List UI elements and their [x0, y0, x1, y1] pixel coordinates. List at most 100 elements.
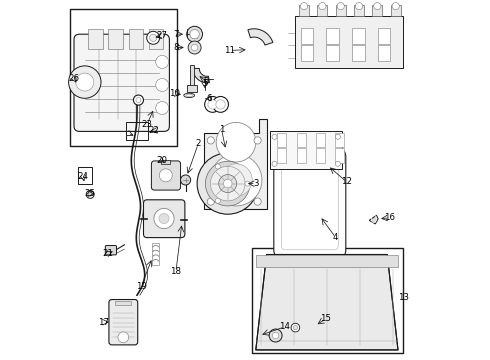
FancyBboxPatch shape	[274, 149, 346, 257]
Bar	[126, 122, 148, 140]
Circle shape	[272, 332, 279, 339]
Bar	[77, 167, 92, 184]
Circle shape	[210, 154, 262, 206]
FancyBboxPatch shape	[105, 246, 117, 255]
Polygon shape	[204, 119, 267, 209]
Circle shape	[272, 134, 277, 139]
Circle shape	[269, 329, 282, 342]
Circle shape	[216, 122, 256, 162]
Bar	[71, 9, 176, 146]
Circle shape	[335, 134, 341, 139]
Text: 25: 25	[84, 189, 95, 198]
Bar	[352, 45, 365, 61]
Circle shape	[213, 96, 228, 112]
Bar	[162, 160, 171, 164]
Bar	[391, 5, 401, 16]
Text: 12: 12	[341, 177, 352, 186]
Text: 17: 17	[98, 318, 109, 327]
Circle shape	[156, 55, 169, 68]
Text: 26: 26	[69, 74, 79, 83]
Text: 6: 6	[206, 94, 212, 103]
Text: 24: 24	[77, 172, 89, 181]
Text: 21: 21	[102, 249, 113, 258]
Circle shape	[392, 3, 399, 10]
Polygon shape	[369, 215, 378, 224]
Bar	[270, 131, 342, 169]
Bar	[377, 28, 390, 44]
Text: 13: 13	[398, 292, 409, 302]
Circle shape	[337, 3, 344, 10]
Text: 15: 15	[320, 314, 332, 323]
Text: 16: 16	[384, 213, 395, 222]
Bar	[318, 5, 327, 16]
Text: 14: 14	[279, 323, 290, 331]
Circle shape	[291, 323, 300, 332]
Circle shape	[156, 102, 169, 114]
Circle shape	[76, 73, 94, 91]
Circle shape	[136, 98, 141, 103]
Circle shape	[300, 3, 308, 10]
Bar	[301, 28, 314, 44]
Bar	[88, 29, 103, 49]
Bar	[335, 148, 344, 163]
Circle shape	[118, 332, 129, 343]
Circle shape	[133, 95, 144, 105]
Text: 10: 10	[170, 89, 180, 98]
Circle shape	[197, 153, 258, 214]
Ellipse shape	[186, 94, 193, 96]
Circle shape	[149, 34, 157, 41]
Text: 7: 7	[173, 30, 179, 39]
Bar	[296, 133, 306, 147]
Text: 8: 8	[173, 43, 179, 52]
Circle shape	[159, 213, 169, 224]
FancyBboxPatch shape	[144, 200, 185, 238]
Circle shape	[147, 31, 160, 44]
Text: 11: 11	[224, 46, 235, 55]
Text: 22: 22	[149, 126, 160, 135]
Text: 2: 2	[196, 139, 201, 148]
Text: 5: 5	[202, 79, 207, 88]
Bar	[336, 5, 346, 16]
Circle shape	[216, 100, 225, 109]
Circle shape	[254, 137, 261, 144]
Circle shape	[180, 175, 191, 185]
FancyBboxPatch shape	[74, 34, 170, 131]
Bar	[187, 85, 197, 92]
Bar	[128, 29, 143, 49]
Bar	[148, 29, 163, 49]
Bar	[316, 148, 325, 163]
Text: 4: 4	[333, 233, 339, 242]
Circle shape	[207, 198, 215, 205]
Text: 19: 19	[136, 282, 147, 291]
Polygon shape	[256, 255, 398, 350]
FancyBboxPatch shape	[109, 300, 138, 345]
Text: 18: 18	[171, 267, 181, 276]
Bar	[277, 148, 286, 163]
Polygon shape	[193, 68, 209, 83]
FancyBboxPatch shape	[281, 157, 338, 250]
Bar	[296, 148, 306, 163]
Circle shape	[187, 26, 202, 42]
Bar	[377, 45, 390, 61]
Text: 27: 27	[156, 31, 167, 40]
Text: 3: 3	[253, 179, 259, 188]
Bar	[256, 255, 398, 267]
Circle shape	[245, 181, 250, 186]
Circle shape	[205, 96, 220, 112]
Bar	[326, 45, 339, 61]
Circle shape	[223, 179, 232, 188]
Circle shape	[69, 66, 101, 98]
Circle shape	[272, 161, 277, 166]
Polygon shape	[248, 29, 273, 45]
Bar	[116, 301, 131, 305]
Text: 20: 20	[156, 156, 167, 165]
Text: 1: 1	[219, 125, 224, 134]
Circle shape	[293, 325, 297, 330]
Circle shape	[215, 198, 221, 203]
Circle shape	[374, 3, 381, 10]
Bar	[108, 29, 123, 49]
Circle shape	[210, 166, 245, 201]
Circle shape	[159, 169, 172, 182]
Circle shape	[205, 161, 250, 206]
Text: 23: 23	[142, 120, 152, 129]
